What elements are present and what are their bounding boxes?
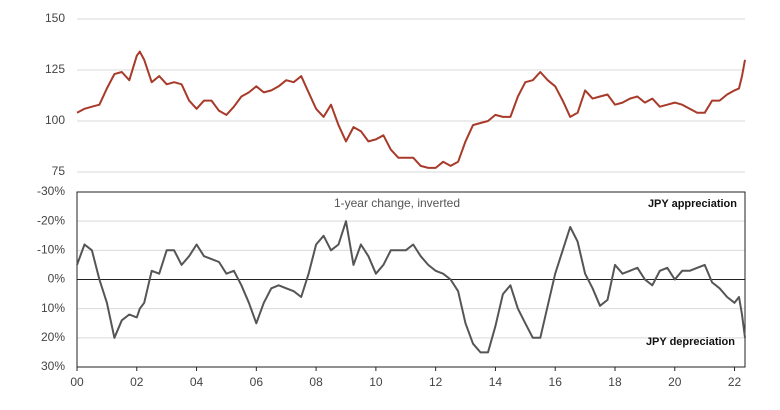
series-line [76, 220, 746, 354]
x-tick-label: 18 [608, 375, 622, 389]
annotation: JPY depreciation [646, 336, 735, 348]
x-tick-label: 14 [489, 375, 503, 389]
x-tick-label: 16 [549, 375, 563, 389]
y-tick-label: 30% [41, 359, 65, 373]
x-tick-label: 04 [190, 375, 204, 389]
annotation: 1-year change, inverted [334, 196, 460, 210]
y-tick-label: 125 [45, 62, 65, 76]
x-tick-label: 06 [250, 375, 264, 389]
y-tick-label: 75 [52, 164, 66, 178]
y-tick-label: 10% [41, 301, 65, 315]
y-tick-label: 0% [48, 272, 66, 286]
y-tick-label: 100 [45, 113, 65, 127]
x-tick-label: 12 [429, 375, 443, 389]
x-tick-label: 20 [668, 375, 682, 389]
series-line [76, 50, 746, 169]
y-tick-label: 20% [41, 330, 65, 344]
y-tick-label: -10% [37, 243, 65, 257]
x-tick-label: 02 [130, 375, 144, 389]
y-tick-label: -20% [37, 213, 65, 227]
x-tick-label: 10 [369, 375, 383, 389]
y-tick-label: -30% [37, 184, 65, 198]
y-tick-label: 150 [45, 11, 65, 25]
x-tick-label: 22 [728, 375, 742, 389]
annotation: JPY appreciation [648, 198, 737, 210]
x-tick-label: 00 [70, 375, 84, 389]
x-tick-label: 08 [309, 375, 323, 389]
